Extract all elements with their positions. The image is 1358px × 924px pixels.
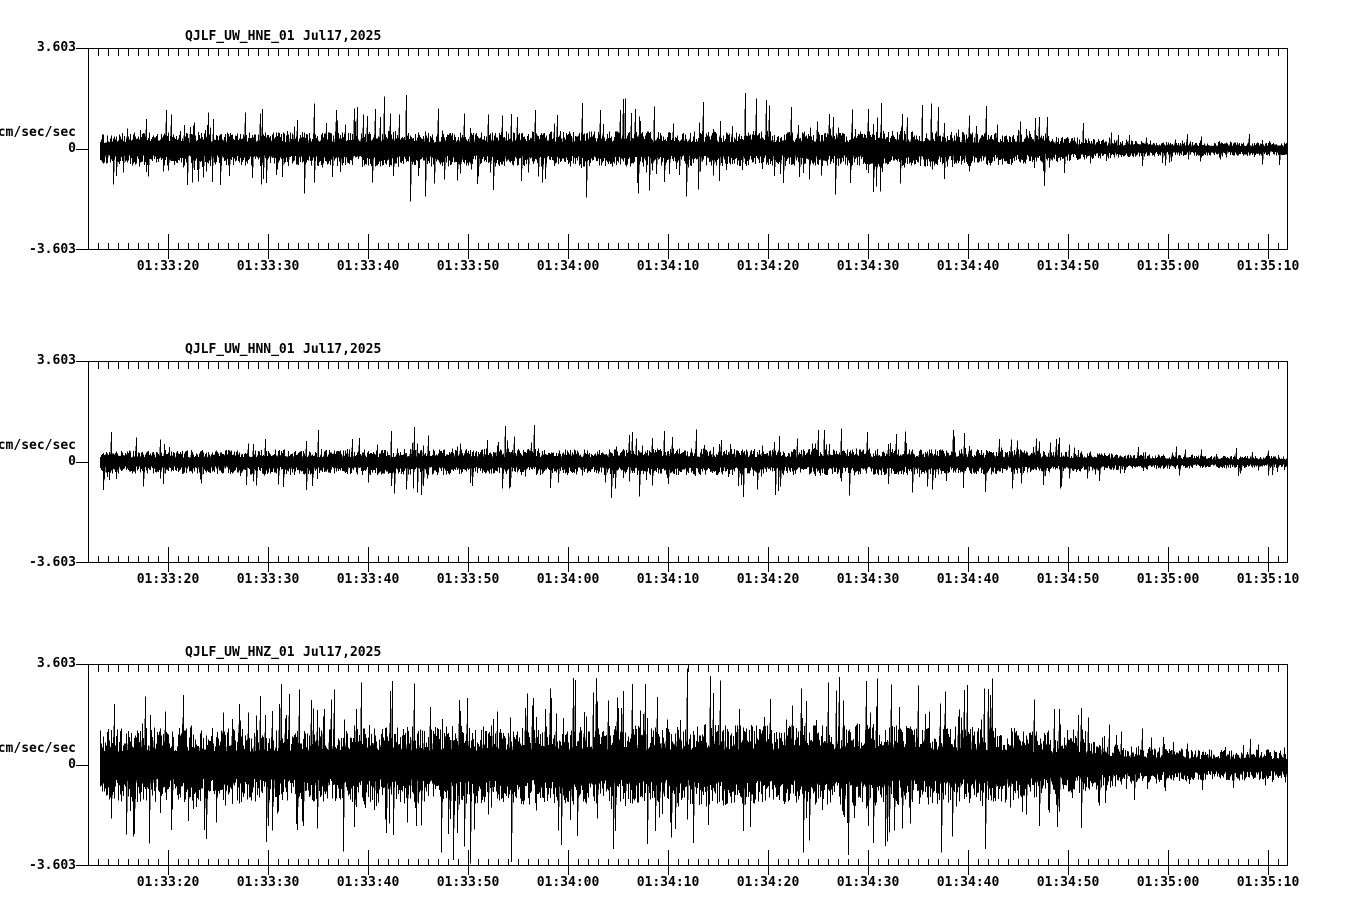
x-axis-tick-label: 01:33:40 bbox=[336, 572, 400, 587]
x-axis-tick-label: 01:34:40 bbox=[936, 259, 1000, 274]
x-axis-tick-label: 01:33:40 bbox=[336, 875, 400, 890]
station-id: QJLF_UW_HNZ_01 bbox=[185, 645, 295, 660]
x-axis-tick-label: 01:34:30 bbox=[836, 259, 900, 274]
x-axis-tick-label: 01:33:50 bbox=[436, 259, 500, 274]
x-axis-tick-label: 01:34:40 bbox=[936, 572, 1000, 587]
x-axis-tick-label: 01:34:10 bbox=[636, 572, 700, 587]
waveform-trace-hne bbox=[100, 92, 1288, 202]
x-axis-tick-label: 01:34:20 bbox=[736, 572, 800, 587]
x-axis-tick-label: 01:34:50 bbox=[1036, 572, 1100, 587]
x-axis-tick-label: 01:33:20 bbox=[136, 875, 200, 890]
y-axis-min-label: -3.603 bbox=[29, 555, 76, 570]
y-axis-zero-label: 0 bbox=[68, 757, 76, 772]
x-axis-tick-label: 01:34:00 bbox=[536, 572, 600, 587]
y-axis-unit-label: cm/sec/sec bbox=[0, 125, 76, 140]
x-axis-tick-label: 01:35:00 bbox=[1136, 572, 1200, 587]
waveform-trace-hnz bbox=[100, 668, 1288, 864]
x-axis-tick-label: 01:34:00 bbox=[536, 875, 600, 890]
trace-date: Jul17,2025 bbox=[303, 342, 382, 357]
x-axis-tick-label: 01:34:10 bbox=[636, 259, 700, 274]
y-axis-unit-label: cm/sec/sec bbox=[0, 438, 76, 453]
station-id: QJLF_UW_HNN_01 bbox=[185, 342, 295, 357]
x-axis-tick-label: 01:34:40 bbox=[936, 875, 1000, 890]
x-axis-tick-label: 01:34:30 bbox=[836, 875, 900, 890]
trace-date: Jul17,2025 bbox=[303, 645, 382, 660]
y-axis-max-label: 3.603 bbox=[36, 40, 76, 55]
y-axis-max-label: 3.603 bbox=[36, 656, 76, 671]
x-axis-tick-label: 01:33:30 bbox=[236, 259, 300, 274]
y-axis-zero-label: 0 bbox=[68, 141, 76, 156]
x-axis-tick-label: 01:34:30 bbox=[836, 572, 900, 587]
x-axis-tick-label: 01:34:50 bbox=[1036, 259, 1100, 274]
y-axis-max-label: 3.603 bbox=[36, 353, 76, 368]
x-axis-tick-label: 01:35:10 bbox=[1236, 875, 1300, 890]
waveform-trace-hnn bbox=[100, 424, 1288, 498]
x-axis-tick-label: 01:35:10 bbox=[1236, 572, 1300, 587]
x-axis-tick-label: 01:34:50 bbox=[1036, 875, 1100, 890]
x-axis-tick-label: 01:35:10 bbox=[1236, 259, 1300, 274]
x-axis-tick-label: 01:34:20 bbox=[736, 259, 800, 274]
x-axis-tick-label: 01:34:10 bbox=[636, 875, 700, 890]
x-axis-tick-label: 01:33:50 bbox=[436, 572, 500, 587]
y-axis-unit-label: cm/sec/sec bbox=[0, 741, 76, 756]
x-axis-tick-label: 01:35:00 bbox=[1136, 875, 1200, 890]
x-axis-tick-label: 01:33:30 bbox=[236, 875, 300, 890]
x-axis-tick-label: 01:33:20 bbox=[136, 572, 200, 587]
trace-date: Jul17,2025 bbox=[303, 29, 382, 44]
y-axis-zero-label: 0 bbox=[68, 454, 76, 469]
x-axis-tick-label: 01:35:00 bbox=[1136, 259, 1200, 274]
x-axis-tick-label: 01:33:20 bbox=[136, 259, 200, 274]
y-axis-min-label: -3.603 bbox=[29, 858, 76, 873]
x-axis-tick-label: 01:34:20 bbox=[736, 875, 800, 890]
y-axis-min-label: -3.603 bbox=[29, 242, 76, 257]
x-axis-tick-label: 01:33:30 bbox=[236, 572, 300, 587]
x-axis-tick-label: 01:33:40 bbox=[336, 259, 400, 274]
station-id: QJLF_UW_HNE_01 bbox=[185, 29, 295, 44]
x-axis-tick-label: 01:34:00 bbox=[536, 259, 600, 274]
x-axis-tick-label: 01:33:50 bbox=[436, 875, 500, 890]
